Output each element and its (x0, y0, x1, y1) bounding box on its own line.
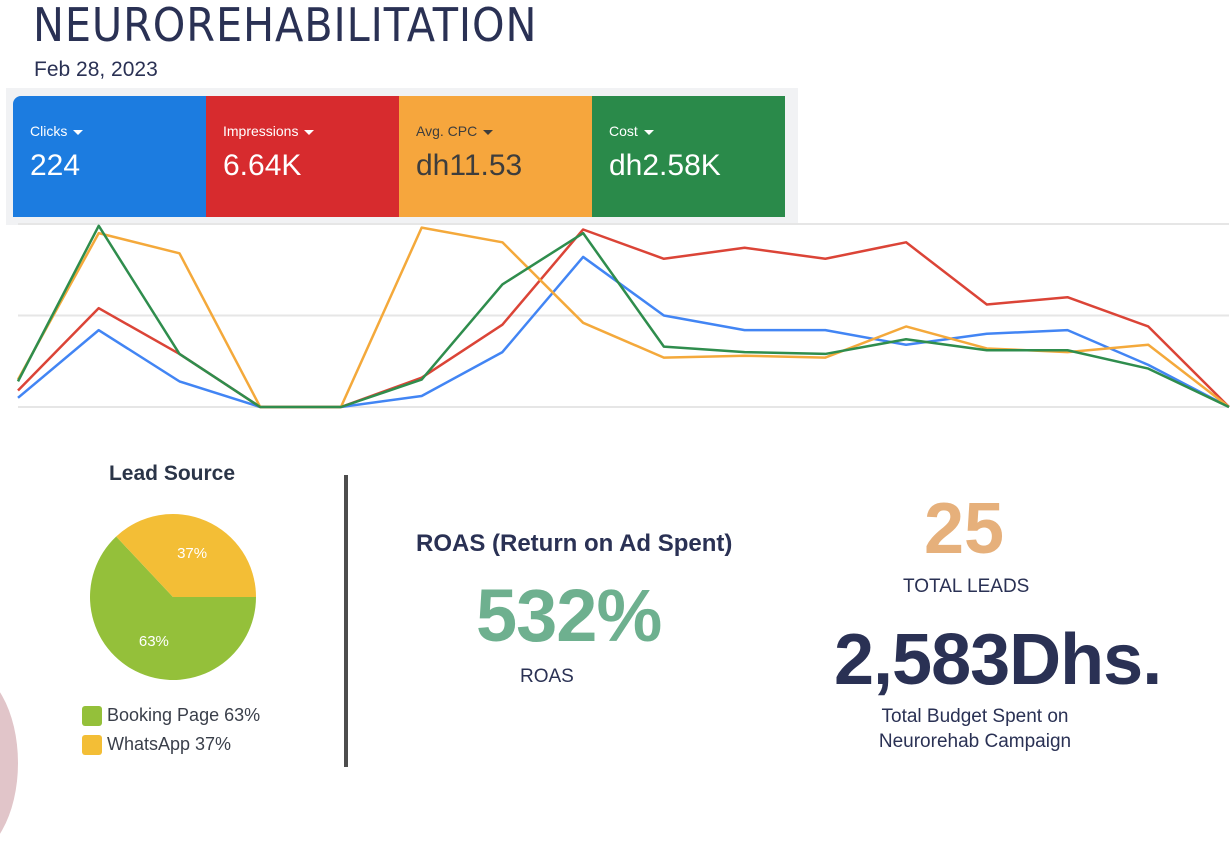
scorecard-value: dh2.58K (609, 149, 721, 182)
scorecard-label-text: Impressions (223, 123, 299, 139)
budget-label-line1: Total Budget Spent on (881, 706, 1069, 727)
dropdown-caret-icon[interactable] (483, 129, 494, 135)
pie-slice-booking-page[interactable] (89, 536, 257, 680)
section-divider (344, 475, 348, 767)
pie-legend: Booking Page 63% WhatsApp 37% (82, 701, 260, 759)
pie-slice-label: 37% (177, 545, 207, 562)
pie-chart-title: Lead Source (108, 462, 236, 485)
legend-swatch (82, 705, 102, 726)
scorecard-label-text: Clicks (30, 123, 68, 139)
legend-item-booking-page[interactable]: Booking Page 63% (82, 701, 260, 730)
pie-slice-whatsapp[interactable] (116, 514, 256, 597)
roas-title: ROAS (Return on Ad Spent) (416, 530, 733, 557)
page-title: NEUROREHABILITATION (33, 0, 538, 52)
pie-slice-label: 63% (139, 633, 169, 650)
scorecard-label[interactable]: Cost (609, 123, 785, 139)
scorecards: Clicks 224 Impressions 6.64K Avg. CPC dh… (13, 96, 785, 217)
total-budget-value: 2,583Dhs. (834, 620, 1162, 700)
scorecard-label[interactable]: Avg. CPC (416, 123, 592, 139)
scorecard-avg-cpc[interactable]: Avg. CPC dh11.53 (399, 96, 592, 217)
scorecard-value: 6.64K (223, 149, 302, 182)
scorecard-label[interactable]: Impressions (223, 123, 399, 139)
scorecard-value: 224 (30, 149, 81, 182)
total-leads-label: TOTAL LEADS (903, 576, 1030, 597)
scorecard-impressions[interactable]: Impressions 6.64K (206, 96, 399, 217)
dropdown-caret-icon[interactable] (73, 129, 84, 135)
legend-swatch (82, 734, 102, 755)
scorecard-value: dh11.53 (416, 149, 523, 182)
scorecard-label-text: Cost (609, 123, 638, 139)
total-budget-label: Total Budget Spent on Neurorehab Campaig… (850, 704, 1100, 754)
performance-line-chart (16, 223, 1230, 409)
roas-value: 532% (476, 574, 662, 657)
series-line-clicks[interactable] (17, 255, 1230, 409)
decorative-circle (0, 668, 18, 858)
legend-item-whatsapp[interactable]: WhatsApp 37% (82, 730, 260, 759)
legend-label: WhatsApp 37% (107, 734, 232, 754)
dropdown-caret-icon[interactable] (643, 129, 654, 135)
report-date: Feb 28, 2023 (34, 58, 158, 81)
series-line-avg-cpc[interactable] (16, 226, 1230, 409)
series-line-cost[interactable] (16, 224, 1230, 409)
scorecard-label-text: Avg. CPC (416, 123, 478, 139)
legend-label: Booking Page 63% (107, 705, 261, 725)
roas-label: ROAS (520, 666, 574, 687)
scorecard-cost[interactable]: Cost dh2.58K (592, 96, 785, 217)
total-leads-value: 25 (924, 489, 1005, 569)
dropdown-caret-icon[interactable] (304, 129, 315, 135)
series-line-impressions[interactable] (17, 228, 1230, 409)
lead-source-pie-chart: 63% 37% (89, 514, 257, 680)
scorecard-clicks[interactable]: Clicks 224 (13, 96, 206, 217)
scorecard-label[interactable]: Clicks (30, 123, 206, 139)
budget-label-line2: Neurorehab Campaign (878, 731, 1072, 752)
